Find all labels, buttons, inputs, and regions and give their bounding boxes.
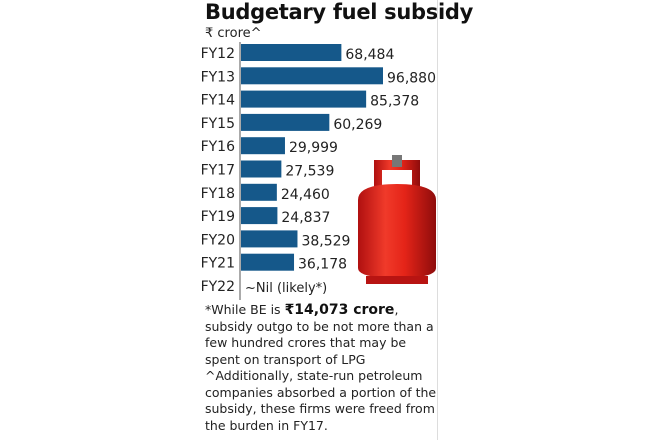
bar-chart: FY12 68,484 FY13 96,880 FY14 85,378 FY15 60,269… xyxy=(201,42,436,300)
lpg-cylinder-image xyxy=(358,155,436,284)
bar xyxy=(241,67,383,85)
category-label: FY20 xyxy=(201,232,235,248)
category-label: FY21 xyxy=(201,256,235,272)
category-label: FY13 xyxy=(201,69,235,85)
bar xyxy=(241,253,295,271)
category-label: FY18 xyxy=(201,186,235,202)
category-label: FY16 xyxy=(201,139,236,155)
note-suffix: , subsidy outgo to be not more than a fe… xyxy=(205,302,434,367)
bar xyxy=(241,137,285,155)
value-label: 29,999 xyxy=(289,140,338,156)
category-label: FY15 xyxy=(201,116,235,132)
unit-label: ₹ crore^ xyxy=(205,26,262,41)
note-footnote: ^Additionally, state-run petroleum compa… xyxy=(205,368,437,433)
bar xyxy=(241,160,282,178)
value-label: 27,539 xyxy=(285,164,334,180)
value-label: 60,269 xyxy=(333,117,382,133)
bar xyxy=(241,230,298,248)
value-label: 36,178 xyxy=(298,257,347,273)
category-label: FY12 xyxy=(201,46,235,62)
category-label: FY17 xyxy=(201,163,235,179)
category-label: FY22 xyxy=(201,279,235,295)
category-label: FY14 xyxy=(201,93,236,109)
value-label: 24,837 xyxy=(281,210,330,226)
bar xyxy=(241,183,277,201)
bar xyxy=(241,90,367,108)
value-label: 68,484 xyxy=(345,47,394,63)
footnote: *While BE is ₹14,073 crore, subsidy outg… xyxy=(205,302,440,434)
note-budget-estimate: ₹14,073 crore xyxy=(284,302,395,318)
category-label: FY19 xyxy=(201,209,235,225)
note-prefix: *While BE is xyxy=(205,302,285,317)
bar xyxy=(241,113,330,131)
value-label: 38,529 xyxy=(301,233,350,249)
value-label: 85,378 xyxy=(370,94,419,110)
value-label: 96,880 xyxy=(387,70,436,86)
bar xyxy=(241,44,342,61)
value-label: 24,460 xyxy=(281,187,330,203)
bar xyxy=(241,207,278,225)
chart-title: Budgetary fuel subsidy xyxy=(205,0,473,24)
value-label: ~Nil (likely*) xyxy=(245,281,327,296)
divider xyxy=(437,0,438,440)
